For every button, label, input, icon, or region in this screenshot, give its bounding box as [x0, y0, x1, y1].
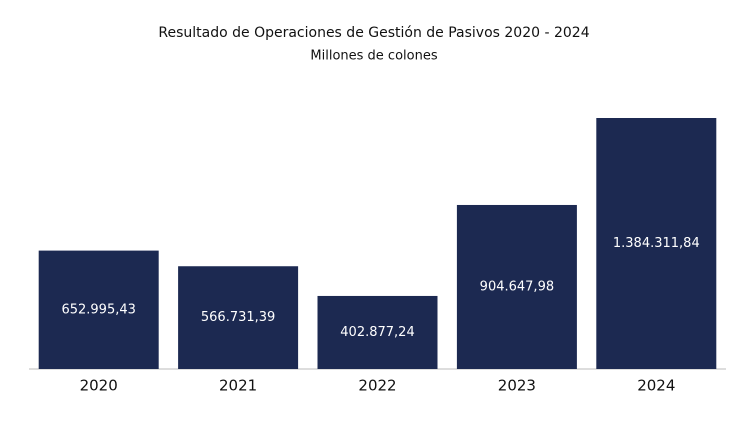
x-tick-label: 2020 — [80, 377, 118, 395]
value-label: 652.995,43 — [61, 302, 135, 317]
x-tick-label: 2021 — [219, 377, 257, 395]
bar — [38, 250, 159, 369]
x-tick-label: 2024 — [637, 377, 675, 395]
chart-subtitle: Millones de colones — [310, 49, 437, 64]
chart-title: Resultado de Operaciones de Gestión de P… — [158, 25, 589, 41]
bar — [317, 295, 438, 369]
value-label: 402.877,24 — [340, 325, 414, 340]
x-tick-label: 2023 — [498, 377, 536, 395]
bar — [178, 266, 299, 369]
bar — [596, 118, 717, 369]
value-label: 566.731,39 — [201, 310, 275, 325]
x-tick-label: 2022 — [358, 377, 396, 395]
bar — [456, 204, 577, 369]
value-label: 1.384.311,84 — [613, 236, 700, 251]
value-label: 904.647,98 — [480, 279, 554, 294]
